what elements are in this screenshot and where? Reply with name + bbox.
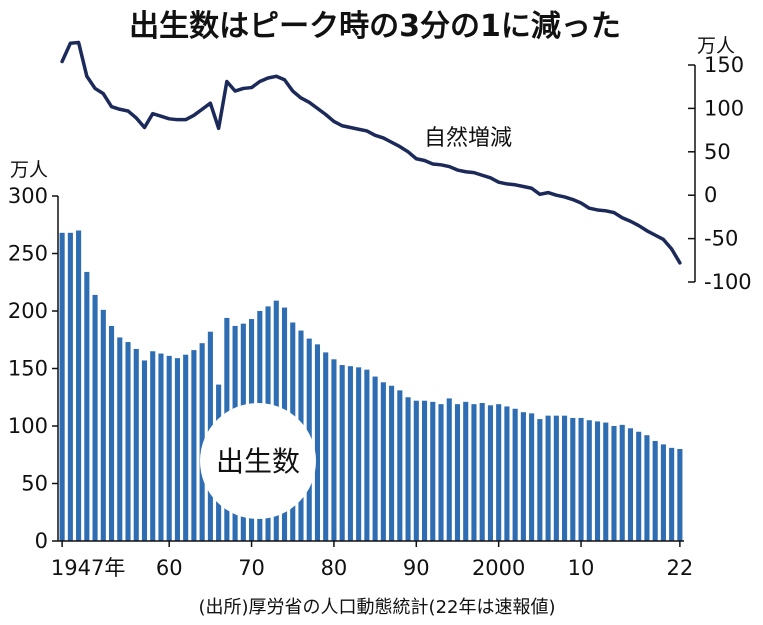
birth-bar-1948 — [67, 232, 73, 542]
births-label: 出生数 — [216, 445, 300, 478]
birth-bar-2011 — [586, 420, 592, 541]
birth-bar-1984 — [364, 369, 370, 541]
birth-bar-1979 — [323, 352, 329, 541]
left-tick-label-0: 0 — [35, 529, 48, 553]
birth-bar-1994 — [446, 398, 452, 541]
birth-bar-1952 — [100, 309, 106, 541]
birth-bar-2009 — [570, 417, 576, 541]
birth-bar-1999 — [487, 405, 493, 541]
birth-bar-1982 — [347, 366, 353, 541]
axes-layer: 0 50 100 150 200 250 300 1947年 60 70 80 90 2000 10 22 -… — [8, 53, 752, 580]
bottom-tick-label-2000: 2000 — [472, 556, 525, 580]
birth-bar-1991 — [421, 400, 428, 541]
birth-bar-2008 — [562, 415, 568, 541]
birth-bar-2014 — [611, 426, 617, 541]
birth-bar-1963 — [191, 350, 197, 541]
birth-bar-1953 — [108, 325, 115, 541]
birth-bar-1962 — [183, 354, 189, 541]
bottom-tick-label-1990: 90 — [403, 556, 430, 580]
birth-bar-1997 — [471, 404, 477, 541]
birth-bar-1980 — [331, 359, 337, 541]
birth-bar-1958 — [150, 351, 156, 541]
right-tick-label--100: -100 — [704, 270, 752, 294]
birth-bar-1992 — [430, 401, 436, 541]
birth-bar-1960 — [166, 355, 172, 541]
chart-title: 出生数はピーク時の3分の1に減った — [129, 9, 621, 44]
birth-bar-2007 — [553, 415, 559, 541]
birth-bar-1996 — [463, 401, 469, 541]
birth-bar-1954 — [117, 337, 123, 541]
birth-bar-1959 — [158, 353, 164, 541]
birth-bar-2003 — [520, 412, 526, 541]
birth-bar-1987 — [389, 385, 395, 541]
birth-bar-1957 — [141, 360, 148, 541]
left-tick-label-100: 100 — [8, 414, 48, 438]
left-tick-label-50: 50 — [21, 472, 48, 496]
right-tick-label--50: -50 — [704, 227, 738, 251]
birth-bar-2018 — [644, 435, 650, 541]
birth-bar-1949 — [76, 230, 82, 541]
births-label-circle — [200, 403, 316, 519]
birth-bar-2022 — [677, 449, 683, 541]
birth-bar-1950 — [84, 271, 90, 541]
birth-bar-1985 — [372, 376, 378, 541]
birth-bar-2012 — [594, 421, 601, 541]
birth-bar-2015 — [619, 424, 625, 541]
right-tick-label-0: 0 — [704, 183, 717, 207]
birth-bar-2010 — [578, 417, 584, 541]
birth-bar-2000 — [496, 404, 502, 541]
left-axis-unit: 万人 — [10, 159, 48, 181]
birth-bar-2016 — [627, 428, 634, 541]
left-tick-label-200: 200 — [8, 299, 48, 323]
right-tick-label-100: 100 — [704, 96, 744, 120]
birth-bar-1951 — [92, 294, 98, 541]
bottom-tick-label-2010: 10 — [568, 556, 595, 580]
birth-bar-2002 — [512, 408, 518, 541]
right-tick-label-150: 150 — [704, 53, 744, 77]
birth-bar-1956 — [133, 348, 139, 541]
birth-bar-2021 — [669, 447, 675, 541]
birth-bar-1978 — [314, 344, 321, 541]
birth-bar-2005 — [537, 419, 543, 541]
birth-bar-1983 — [356, 367, 362, 541]
birth-bar-2019 — [652, 440, 658, 541]
right-axis-unit: 万人 — [697, 35, 735, 57]
birth-bar-1989 — [405, 397, 411, 541]
left-tick-label-300: 300 — [8, 184, 48, 208]
birth-bar-1990 — [413, 400, 419, 541]
birth-bar-2006 — [545, 415, 551, 541]
bottom-tick-label-2022: 22 — [667, 556, 694, 580]
birth-bar-1947 — [59, 232, 65, 542]
birth-bar-1981 — [339, 365, 345, 541]
source-note: (出所)厚労省の人口動態統計(22年は速報値) — [199, 597, 556, 618]
birth-bar-2004 — [529, 413, 535, 541]
birth-bar-2017 — [636, 431, 642, 541]
birth-bar-2013 — [603, 422, 609, 541]
bottom-tick-label-1970: 70 — [238, 556, 265, 580]
birth-bar-1986 — [380, 382, 386, 541]
birth-bar-1988 — [397, 390, 403, 541]
birth-bar-1993 — [438, 404, 444, 541]
birth-bar-1964 — [199, 343, 205, 541]
birth-bar-1955 — [125, 342, 131, 541]
birth-bar-1961 — [174, 358, 180, 541]
bottom-tick-label-1960: 60 — [156, 556, 183, 580]
natural-change-line — [60, 40, 682, 265]
left-tick-label-150: 150 — [8, 357, 48, 381]
birth-bar-2020 — [660, 444, 666, 541]
birth-bar-2001 — [504, 406, 510, 541]
bottom-tick-label-1980: 80 — [321, 556, 348, 580]
birth-bar-1995 — [454, 404, 461, 541]
bottom-tick-label-1947: 1947年 — [51, 556, 125, 580]
natural-change-label: 自然増減 — [424, 126, 512, 151]
birth-bar-1998 — [479, 403, 485, 541]
left-tick-label-250: 250 — [8, 242, 48, 266]
right-tick-label-50: 50 — [704, 140, 731, 164]
bars-layer — [59, 230, 683, 542]
